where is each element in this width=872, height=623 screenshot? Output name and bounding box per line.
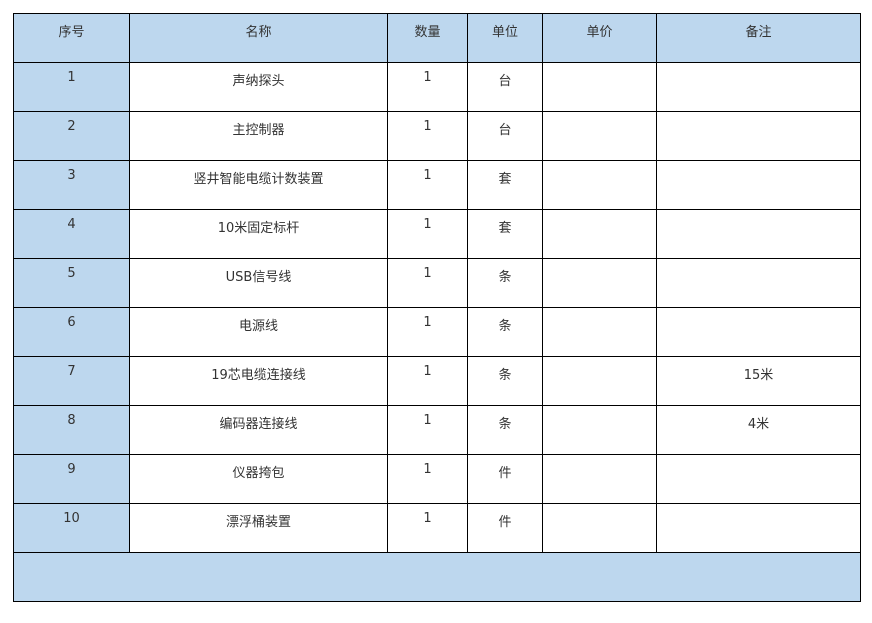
cell-index: 6: [13, 307, 130, 357]
cell-quantity: 1: [387, 307, 468, 357]
cell-unit: 套: [467, 209, 543, 259]
cell-unit: 件: [467, 454, 543, 504]
cell-unit: 条: [467, 405, 543, 455]
cell-quantity: 1: [387, 356, 468, 406]
table-row: 4 10米固定标杆 1 套: [13, 209, 861, 259]
cell-remarks: [656, 209, 861, 259]
cell-index: 8: [13, 405, 130, 455]
table-row: 9 仪器挎包 1 件: [13, 454, 861, 504]
cell-unit: 台: [467, 62, 543, 112]
cell-name: 10米固定标杆: [129, 209, 388, 259]
cell-unit-price: [542, 160, 657, 210]
cell-name: 声纳探头: [129, 62, 388, 112]
cell-unit: 条: [467, 356, 543, 406]
cell-unit-price: [542, 405, 657, 455]
cell-remarks: [656, 454, 861, 504]
cell-unit-price: [542, 454, 657, 504]
cell-remarks: [656, 160, 861, 210]
table-row: 1 声纳探头 1 台: [13, 62, 861, 112]
cell-name: 漂浮桶装置: [129, 503, 388, 553]
cell-quantity: 1: [387, 160, 468, 210]
cell-index: 9: [13, 454, 130, 504]
cell-unit-price: [542, 258, 657, 308]
cell-name: USB信号线: [129, 258, 388, 308]
cell-remarks: [656, 111, 861, 161]
cell-unit-price: [542, 356, 657, 406]
cell-index: 7: [13, 356, 130, 406]
cell-name: 电源线: [129, 307, 388, 357]
cell-name: 编码器连接线: [129, 405, 388, 455]
cell-quantity: 1: [387, 503, 468, 553]
cell-unit-price: [542, 62, 657, 112]
cell-unit: 套: [467, 160, 543, 210]
cell-remarks: [656, 62, 861, 112]
cell-unit: 条: [467, 258, 543, 308]
cell-quantity: 1: [387, 209, 468, 259]
header-name: 名称: [129, 13, 388, 63]
cell-unit-price: [542, 209, 657, 259]
table-row: 7 19芯电缆连接线 1 条 15米: [13, 356, 861, 406]
cell-remarks: 15米: [656, 356, 861, 406]
cell-quantity: 1: [387, 258, 468, 308]
cell-index: 3: [13, 160, 130, 210]
cell-unit: 条: [467, 307, 543, 357]
equipment-table: 序号 名称 数量 单位 单价 备注 1 声纳探头 1 台 2 主控制器 1 台 3 竖井智能电缆计…: [13, 13, 861, 602]
header-unit-price: 单价: [542, 13, 657, 63]
cell-name: 仪器挎包: [129, 454, 388, 504]
table-row: 8 编码器连接线 1 条 4米: [13, 405, 861, 455]
cell-index: 10: [13, 503, 130, 553]
cell-quantity: 1: [387, 454, 468, 504]
cell-unit: 件: [467, 503, 543, 553]
cell-unit-price: [542, 111, 657, 161]
cell-unit: 台: [467, 111, 543, 161]
table-row: 10 漂浮桶装置 1 件: [13, 503, 861, 553]
cell-index: 4: [13, 209, 130, 259]
header-quantity: 数量: [387, 13, 468, 63]
cell-name: 竖井智能电缆计数装置: [129, 160, 388, 210]
cell-quantity: 1: [387, 405, 468, 455]
header-remarks: 备注: [656, 13, 861, 63]
header-unit: 单位: [467, 13, 543, 63]
table-row: 2 主控制器 1 台: [13, 111, 861, 161]
cell-quantity: 1: [387, 62, 468, 112]
cell-remarks: 4米: [656, 405, 861, 455]
header-row: 序号 名称 数量 单位 单价 备注: [13, 13, 861, 63]
cell-name: 主控制器: [129, 111, 388, 161]
cell-unit-price: [542, 503, 657, 553]
cell-remarks: [656, 503, 861, 553]
table-row: 6 电源线 1 条: [13, 307, 861, 357]
footer-row: [13, 552, 861, 602]
cell-unit-price: [542, 307, 657, 357]
cell-quantity: 1: [387, 111, 468, 161]
cell-remarks: [656, 307, 861, 357]
table-row: 3 竖井智能电缆计数装置 1 套: [13, 160, 861, 210]
cell-remarks: [656, 258, 861, 308]
cell-index: 5: [13, 258, 130, 308]
cell-index: 1: [13, 62, 130, 112]
table-row: 5 USB信号线 1 条: [13, 258, 861, 308]
header-index: 序号: [13, 13, 130, 63]
cell-index: 2: [13, 111, 130, 161]
footer-cell: [13, 552, 861, 602]
cell-name: 19芯电缆连接线: [129, 356, 388, 406]
